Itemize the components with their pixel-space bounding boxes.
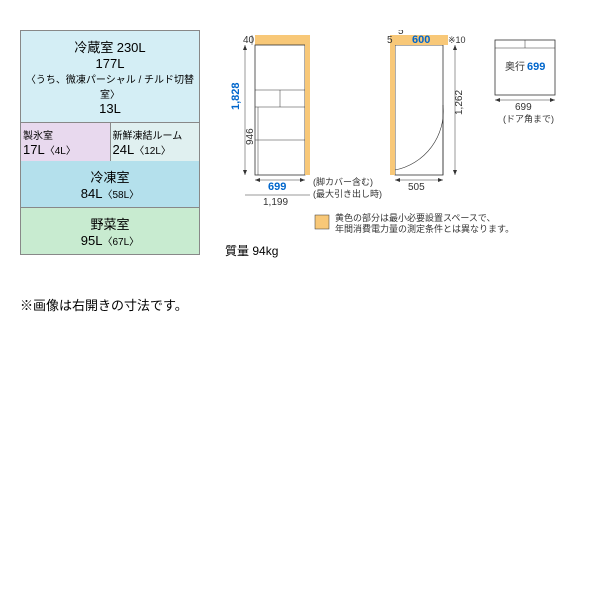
veg-sub: 〈67L〉: [103, 237, 140, 248]
freezer-cap: 84L: [81, 186, 103, 201]
spec-ice: 製氷室 17L〈4L〉: [21, 123, 111, 161]
side-top2: 5: [398, 30, 404, 37]
front-top-margin: 40: [243, 35, 255, 46]
ice-label: 製氷室: [23, 127, 108, 142]
fridge-partial-cap: 13L: [25, 101, 195, 116]
diagrams-svg: 40 1,828 946 699 1,199: [215, 30, 575, 270]
side-body: [395, 45, 443, 175]
front-height: 1,828: [230, 82, 242, 110]
front-outer-w: 1,199: [263, 197, 288, 208]
mass-text: 質量 94kg: [225, 243, 278, 258]
front-width-note: (脚カバー含む): [313, 176, 373, 187]
side-back-clearance: [390, 45, 395, 175]
ice-cap: 17L: [23, 142, 45, 157]
fresh-sub: 〈12L〉: [134, 146, 171, 157]
ice-sub: 〈4L〉: [45, 146, 76, 157]
side-swing-note: (最大引き出し時): [313, 188, 382, 199]
fridge-cap: 230L: [117, 40, 146, 55]
top-depth-label: 奥行: [505, 60, 525, 73]
spec-table: 冷蔵室 230L 177L 〈うち、微凍パーシャル / チルド切替室〉 13L …: [20, 30, 200, 255]
front-body: [255, 45, 305, 175]
dimension-diagrams: 40 1,828 946 699 1,199: [215, 30, 580, 275]
spec-veg: 野菜室 95L〈67L〉: [21, 208, 199, 254]
footnote: ※画像は右開きの寸法です。: [20, 295, 580, 314]
fridge-label: 冷蔵室: [74, 40, 113, 55]
legend-text1: 黄色の部分は最小必要設置スペースで、: [335, 212, 496, 223]
legend-swatch: [315, 215, 329, 229]
spec-freezer: 冷凍室 84L〈58L〉: [21, 161, 199, 208]
legend-text2: 年間消費電力量の測定条件とは異なります。: [335, 223, 514, 234]
front-handle-h: 946: [245, 128, 256, 145]
spec-fridge: 冷蔵室 230L 177L 〈うち、微凍パーシャル / チルド切替室〉 13L: [21, 31, 199, 123]
side-top1: 5: [387, 35, 393, 46]
top-width-note: (ドア角まで): [503, 113, 554, 124]
fridge-partial-label: 〈うち、微凍パーシャル / チルド切替室〉: [25, 71, 195, 101]
front-width: 699: [268, 181, 286, 193]
freezer-sub: 〈58L〉: [103, 190, 140, 201]
fresh-cap: 24L: [113, 142, 135, 157]
spec-ice-fresh-row: 製氷室 17L〈4L〉 新鮮凍結ルーム 24L〈12L〉: [21, 123, 199, 161]
top-depth: 699: [527, 61, 545, 73]
front-right-clearance: [305, 35, 310, 175]
side-depth-blue: 600: [412, 34, 430, 46]
side-star: ※10: [448, 35, 466, 45]
spec-fresh: 新鮮凍結ルーム 24L〈12L〉: [111, 123, 200, 161]
side-height: 1,262: [454, 90, 465, 115]
veg-label: 野菜室: [25, 214, 195, 233]
fresh-label: 新鮮凍結ルーム: [113, 127, 198, 142]
front-top-clearance: [255, 35, 310, 45]
veg-cap: 95L: [81, 233, 103, 248]
side-swing: 505: [408, 182, 425, 193]
fridge-subcap: 177L: [25, 56, 195, 71]
top-width: 699: [515, 102, 532, 113]
freezer-label: 冷凍室: [25, 167, 195, 186]
